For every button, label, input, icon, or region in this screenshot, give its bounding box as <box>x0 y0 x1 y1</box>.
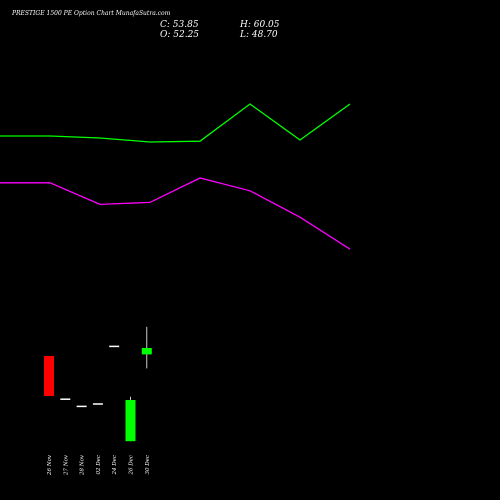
candle-body <box>44 356 54 396</box>
candle-3 <box>76 405 87 408</box>
x-tick-label: 24 Dec <box>112 455 118 476</box>
candle-body <box>92 403 103 405</box>
candle-body <box>60 398 71 400</box>
candle-6 <box>125 396 136 442</box>
x-tick-label: 26 Dec <box>129 455 135 476</box>
indicator-line-2 <box>0 177 351 250</box>
x-tick-label: 28 Nov <box>80 454 86 476</box>
candle-2 <box>60 398 71 400</box>
candle-body <box>76 405 87 408</box>
candle-1 <box>44 356 54 396</box>
x-tick-label: 27 Nov <box>63 454 69 476</box>
candle-body <box>141 348 152 355</box>
candle-7 <box>141 326 152 369</box>
x-tick-label: 26 Nov <box>47 454 53 476</box>
open-readout: O: 52.25 <box>160 30 199 40</box>
low-readout: L: 48.70 <box>239 30 278 40</box>
candles <box>44 326 152 442</box>
indicator-line-1 <box>0 103 351 143</box>
candle-5 <box>109 345 120 348</box>
x-axis-labels: 26 Nov 27 Nov 28 Nov 02 Dec 24 Dec 26 Dec 30 D… <box>47 454 151 476</box>
chart-title: PRESTIGE 1500 PE Option Chart MunafaSutr… <box>11 10 171 17</box>
close-readout: C: 53.85 <box>160 20 199 30</box>
candle-body <box>109 345 120 348</box>
x-tick-label: 02 Dec <box>96 455 102 475</box>
high-readout: H: 60.05 <box>239 20 280 30</box>
candle-4 <box>92 403 103 405</box>
candle-body <box>125 400 136 442</box>
indicator-lines <box>0 103 351 250</box>
x-tick-label: 30 Dec <box>145 455 151 475</box>
